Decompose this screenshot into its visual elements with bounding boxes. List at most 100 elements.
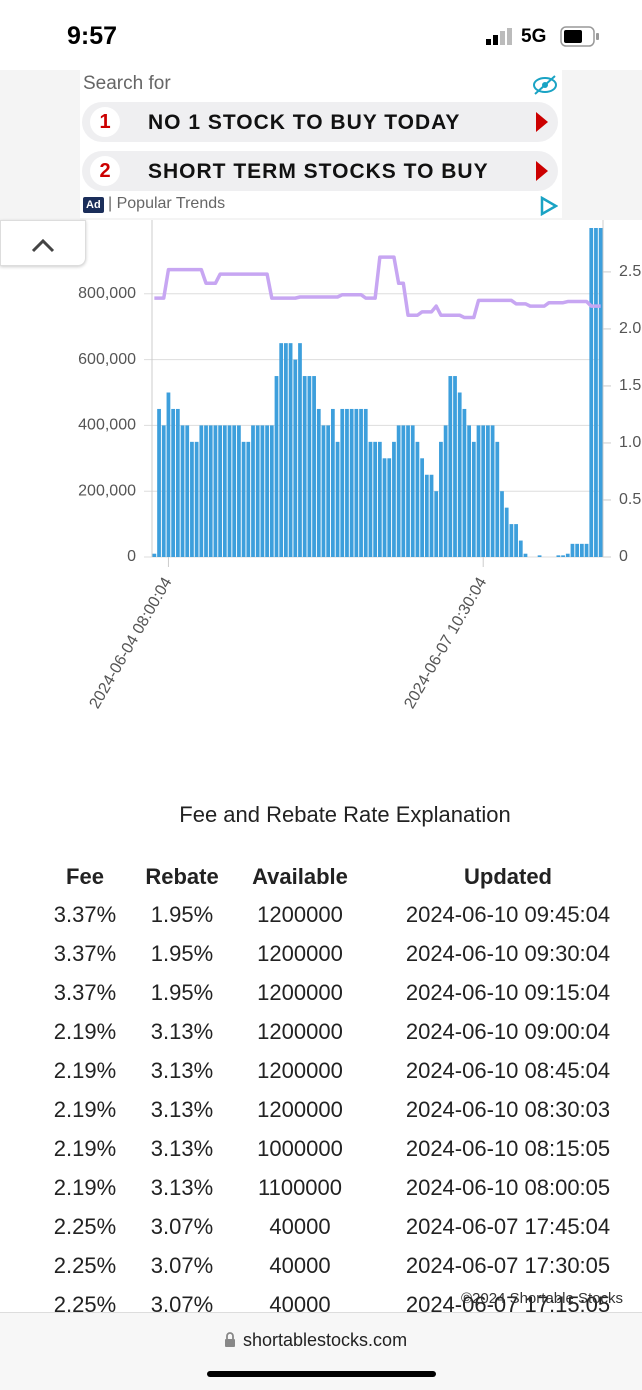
bar: [321, 425, 326, 557]
bar: [208, 425, 213, 557]
ad-item-number: 2: [90, 156, 120, 186]
bar: [368, 441, 373, 557]
table-cell: 2024-06-07 17:30:05: [405, 1253, 611, 1278]
table-cell: 3.13%: [150, 1019, 214, 1044]
bar: [387, 458, 392, 557]
ad-item-text: NO 1 STOCK TO BUY TODAY: [148, 111, 461, 134]
bar: [185, 425, 190, 557]
bar: [439, 441, 443, 557]
table-cell: 2.19%: [53, 1058, 117, 1083]
lock-icon: [225, 1332, 235, 1347]
bar: [453, 376, 457, 557]
table-cell: 2.19%: [53, 1175, 117, 1200]
table-cell: 3.07%: [150, 1214, 214, 1239]
bar: [232, 425, 237, 557]
bar: [307, 376, 312, 557]
table-cell: 1200000: [257, 902, 343, 927]
bar: [579, 543, 584, 557]
bar: [514, 524, 518, 557]
bar: [504, 507, 509, 557]
table-cell: 2024-06-10 09:15:04: [405, 980, 611, 1005]
bar: [486, 425, 490, 557]
table-cell: 3.37%: [53, 902, 117, 927]
bar: [537, 555, 542, 557]
table-section: Fee and Rebate Rate Explanation Fee Rebat…: [0, 790, 642, 1312]
bar: [481, 425, 486, 557]
bar: [298, 343, 302, 557]
url[interactable]: shortablestocks.com: [243, 1330, 408, 1350]
ad-item[interactable]: 1 NO 1 STOCK TO BUY TODAY: [82, 102, 558, 142]
column-header: Rebate: [145, 864, 219, 889]
bar: [556, 555, 561, 557]
table-cell: 1.95%: [150, 980, 214, 1005]
table-cell: 1100000: [257, 1175, 343, 1200]
network: 5G: [521, 26, 547, 47]
y2-tick-label: 0.5: [619, 491, 641, 508]
table-cell: 2024-06-10 08:15:05: [405, 1136, 611, 1161]
bar: [274, 376, 279, 557]
bar: [152, 553, 157, 557]
table-cell: 1200000: [257, 941, 343, 966]
ad-item-number: 1: [90, 107, 120, 137]
table-title: Fee and Rebate Rate Explanation: [179, 802, 511, 827]
ad-item[interactable]: 2 SHORT TERM STOCKS TO BUY: [82, 151, 558, 191]
bar: [302, 376, 307, 557]
bar: [293, 359, 298, 557]
browser-bar: shortablestocks.com: [0, 1312, 642, 1390]
bar: [340, 408, 345, 557]
bar: [204, 425, 208, 557]
hide-icon[interactable]: [532, 74, 558, 96]
bar: [377, 441, 382, 557]
ad-banner[interactable]: Search for 1 NO 1 STOCK TO BUY TODAY 2 SHO…: [80, 70, 562, 218]
adchoices-icon[interactable]: [538, 196, 558, 216]
bar: [396, 425, 401, 557]
bar: [166, 392, 171, 557]
bar: [495, 441, 500, 557]
table-cell: 3.37%: [53, 941, 117, 966]
bar: [575, 543, 580, 557]
bar: [265, 425, 269, 557]
bar: [279, 343, 284, 557]
arrow-icon: [536, 161, 548, 181]
table-cell: 2.25%: [53, 1292, 117, 1312]
table-cell: 3.13%: [150, 1058, 214, 1083]
table-cell: 2024-06-10 09:45:04: [405, 902, 611, 927]
bar: [406, 425, 410, 557]
ad-source: | Popular Trends: [108, 195, 226, 212]
table-cell: 2024-06-10 09:00:04: [405, 1019, 611, 1044]
bar: [237, 425, 241, 557]
table-cell: 2024-06-07 17:45:04: [405, 1214, 611, 1239]
bar: [523, 553, 528, 557]
bar: [490, 425, 495, 557]
bar: [190, 441, 194, 557]
bar: [462, 408, 467, 557]
table-cell: 1.95%: [150, 941, 214, 966]
collapse-button[interactable]: [0, 220, 86, 266]
bar: [330, 408, 335, 557]
table-cell: 3.13%: [150, 1136, 214, 1161]
bar: [349, 408, 354, 557]
bar: [589, 228, 594, 557]
bar: [157, 408, 161, 557]
clock: 9:57: [67, 22, 118, 50]
bar: [359, 408, 363, 557]
bar: [175, 408, 180, 557]
table-cell: 40000: [269, 1253, 331, 1278]
bar: [312, 376, 316, 557]
bar: [471, 441, 476, 557]
column-header: Fee: [66, 864, 104, 889]
table-cell: 2.25%: [53, 1253, 117, 1278]
bar: [565, 553, 570, 557]
table-cell: 1200000: [257, 1097, 343, 1122]
bar: [260, 425, 265, 557]
bar: [420, 458, 425, 557]
bar: [227, 425, 232, 557]
bar: [434, 491, 439, 557]
bar: [269, 425, 274, 557]
bar: [213, 425, 218, 557]
bar: [246, 441, 251, 557]
bar: [288, 343, 293, 557]
chevron-icon: [31, 238, 55, 253]
bar: [561, 555, 565, 557]
y2-tick-label: 2.5: [619, 263, 641, 280]
